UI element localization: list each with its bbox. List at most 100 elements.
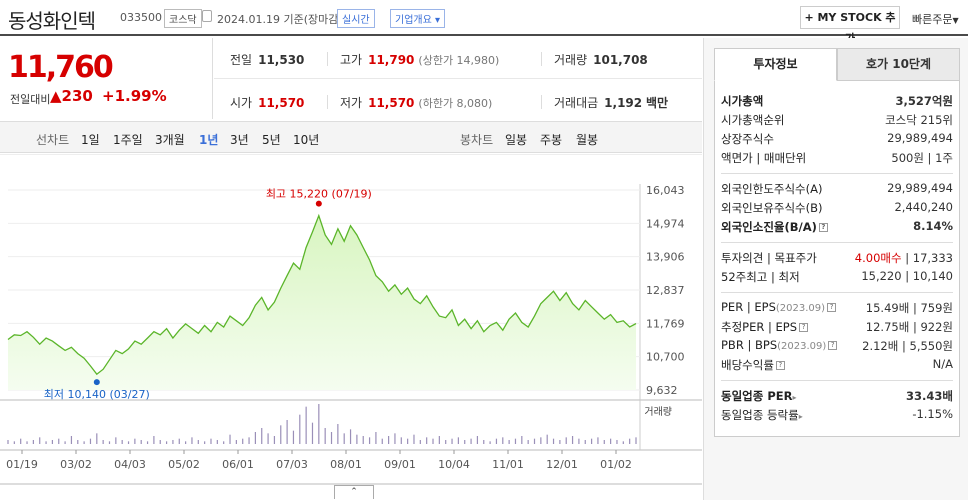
price-chart[interactable]: 16,043 14,974 13,906 12,837 11,769 10,700 9,63… xyxy=(0,154,702,500)
volume-bar xyxy=(610,438,612,444)
volume-bar xyxy=(305,406,307,444)
volume-bar xyxy=(261,428,263,444)
period-5y[interactable]: 5년 xyxy=(262,133,281,147)
volume-bar xyxy=(356,434,358,444)
volume-bar xyxy=(457,437,459,444)
volume-bar xyxy=(140,440,142,444)
volume-bar xyxy=(400,437,402,444)
price-change: ▲230 xyxy=(50,87,93,105)
chevron-up-icon[interactable]: ⌃ xyxy=(334,485,374,499)
price-area xyxy=(8,215,636,390)
x-tick-label: 12/01 xyxy=(546,458,578,471)
volume-bar xyxy=(32,440,34,444)
volume-bar xyxy=(178,438,180,444)
help-icon[interactable]: ? xyxy=(818,223,828,232)
volume-bar xyxy=(273,436,276,444)
tab-investment-info[interactable]: 투자정보 xyxy=(714,48,837,81)
period-10y[interactable]: 10년 xyxy=(293,133,320,147)
volume: 거래량 101,708 xyxy=(554,53,648,67)
row-opinion: 투자의견 | 목표주가 4.00매수 | 17,333 xyxy=(721,251,953,265)
candle-chart-label: 봉차트 xyxy=(460,133,494,147)
y-tick-label: 14,974 xyxy=(646,217,685,230)
x-tick-label: 03/02 xyxy=(60,458,92,471)
volume-bar xyxy=(121,440,123,444)
tab-order-book[interactable]: 호가 10단계 xyxy=(837,48,960,81)
volume-bar xyxy=(546,434,548,444)
y-tick-label: 12,837 xyxy=(646,284,685,297)
add-mystock-button[interactable]: + MY STOCK 추가 xyxy=(800,6,900,45)
info-tabs: 투자정보 호가 10단계 xyxy=(714,48,960,81)
volume-bar xyxy=(445,440,447,444)
help-icon[interactable]: ? xyxy=(828,341,838,350)
volume-bar xyxy=(267,433,269,444)
help-icon[interactable]: ? xyxy=(799,323,809,332)
max-label: 최고 15,220 (07/19) xyxy=(266,188,372,201)
y-tick-label: 9,632 xyxy=(646,384,678,397)
volume-bar xyxy=(229,434,231,444)
row-foreign-ratio: 외국인소진율(B/A)? 8.14% xyxy=(721,219,953,234)
volume-bar xyxy=(578,438,580,444)
volume-bar xyxy=(210,438,212,444)
row-foreign-holding: 외국인보유주식수(B) 2,440,240 xyxy=(721,200,953,215)
info-table: 시가총액 3,527억원 시가총액순위 코스닥 215위 상장주식수 29,989,4… xyxy=(714,81,960,437)
volume-bar xyxy=(464,440,466,444)
y-tick-label: 13,906 xyxy=(646,251,685,264)
period-3y[interactable]: 3년 xyxy=(230,133,249,147)
volume-bar xyxy=(407,438,409,444)
volume-bar xyxy=(45,441,47,444)
period-1d[interactable]: 1일 xyxy=(81,133,100,147)
period-1y[interactable]: 1년 xyxy=(199,133,219,147)
candle-monthly[interactable]: 월봉 xyxy=(576,133,599,147)
company-overview-dropdown[interactable]: 기업개요 ▾ xyxy=(390,9,446,28)
volume-bar xyxy=(204,441,206,444)
stock-code: 033500 xyxy=(120,11,162,24)
row-market-cap-rank: 시가총액순위 코스닥 215위 xyxy=(721,113,953,127)
up-triangle-icon: ▲ xyxy=(50,87,62,105)
stock-header: 동성화인텍 033500 코스닥 2024.01.19 기준(장마감) 실시간 … xyxy=(0,0,968,45)
candle-daily[interactable]: 일봉 xyxy=(505,133,528,147)
x-tick-label: 09/01 xyxy=(384,458,416,471)
volume-bar xyxy=(248,437,250,444)
realtime-button[interactable]: 실시간 xyxy=(337,9,375,28)
y-tick-label: 16,043 xyxy=(646,184,685,197)
volume-bar xyxy=(362,436,364,444)
price-change-percent: +1.99% xyxy=(102,87,167,105)
volume-bar xyxy=(70,436,73,444)
candle-weekly[interactable]: 주봉 xyxy=(540,133,563,147)
row-sector-per: 동일업종 PER▸ 33.43배 xyxy=(721,389,953,403)
row-market-cap: 시가총액 3,527억원 xyxy=(721,94,953,108)
volume-bar xyxy=(77,440,79,444)
min-label: 최저 10,140 (03/27) xyxy=(44,388,150,401)
help-icon[interactable]: ? xyxy=(775,361,785,370)
volume-bar xyxy=(235,440,237,444)
volume-bar xyxy=(96,433,98,444)
quick-order-button[interactable]: 빠른주문▼ xyxy=(912,13,959,26)
volume-bar xyxy=(191,437,193,444)
row-dividend: 배당수익률? N/A xyxy=(721,357,953,372)
period-3m[interactable]: 3개월 xyxy=(155,133,185,147)
volume-bar xyxy=(286,420,288,444)
volume-bar xyxy=(413,434,415,444)
volume-bar xyxy=(299,414,301,444)
volume-bar xyxy=(438,436,440,444)
volume-bar xyxy=(89,438,92,444)
volume-bar xyxy=(185,441,187,444)
help-icon[interactable]: ? xyxy=(827,303,837,312)
volume-bar xyxy=(13,441,15,444)
volume-bar xyxy=(514,438,517,444)
volume-bar xyxy=(590,438,593,444)
volume-bar xyxy=(502,437,504,444)
prev-close: 전일 11,530 xyxy=(230,53,305,67)
volume-bar xyxy=(349,429,352,444)
document-icon[interactable] xyxy=(202,10,212,22)
y-tick-label: 10,700 xyxy=(646,351,685,364)
quote-grid: 전일 11,530 고가 11,790 (상한가 14,980) 거래량 101,708… xyxy=(214,38,702,119)
volume-bar xyxy=(20,438,22,444)
market-badge: 코스닥 xyxy=(164,9,202,28)
volume-bar xyxy=(172,440,174,444)
x-tick-label: 08/01 xyxy=(330,458,362,471)
x-tick-label: 10/04 xyxy=(438,458,470,471)
volume-bar xyxy=(330,432,333,444)
volume-bar xyxy=(508,440,510,444)
period-1w[interactable]: 1주일 xyxy=(113,133,143,147)
